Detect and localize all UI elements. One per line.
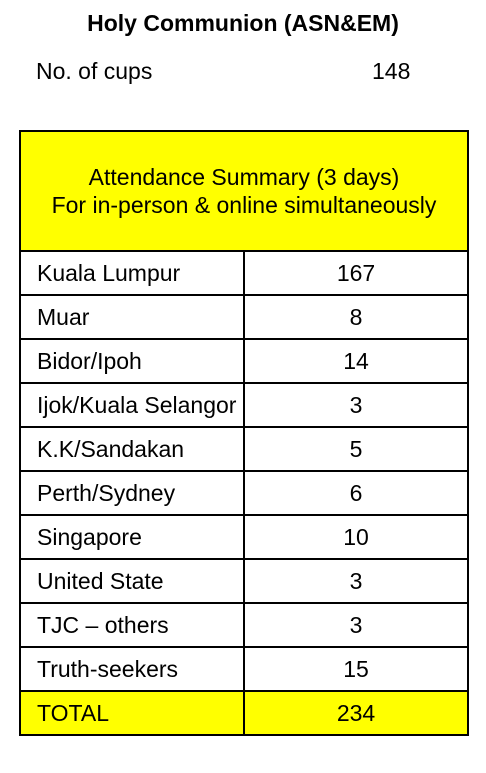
attendance-count: 167	[243, 250, 469, 296]
attendance-summary-table: Attendance Summary (3 days) For in-perso…	[19, 130, 469, 736]
location-name: Singapore	[19, 514, 245, 560]
table-row: Truth-seekers 15	[19, 646, 469, 692]
table-row: Muar 8	[19, 294, 469, 340]
location-name: Truth-seekers	[19, 646, 245, 692]
attendance-count: 15	[243, 646, 469, 692]
location-name: Muar	[19, 294, 245, 340]
attendance-count: 10	[243, 514, 469, 560]
table-heading-line-1: Attendance Summary (3 days)	[88, 164, 400, 190]
table-heading: Attendance Summary (3 days) For in-perso…	[19, 130, 469, 252]
total-row: TOTAL 234	[19, 690, 469, 736]
location-name: TJC – others	[19, 602, 245, 648]
total-value: 234	[243, 690, 469, 736]
cups-label: No. of cups	[36, 58, 153, 84]
location-name: Ijok/Kuala Selangor	[19, 382, 245, 428]
location-name: Bidor/Ipoh	[19, 338, 245, 384]
total-label: TOTAL	[19, 690, 245, 736]
attendance-count: 5	[243, 426, 469, 472]
page-title: Holy Communion (ASN&EM)	[87, 10, 399, 36]
table-row: TJC – others 3	[19, 602, 469, 648]
location-name: United State	[19, 558, 245, 604]
table-row: United State 3	[19, 558, 469, 604]
table-header-row: Attendance Summary (3 days) For in-perso…	[19, 130, 469, 252]
table-row: Bidor/Ipoh 14	[19, 338, 469, 384]
table-row: Singapore 10	[19, 514, 469, 560]
table-row: Kuala Lumpur 167	[19, 250, 469, 296]
attendance-count: 6	[243, 470, 469, 516]
location-name: K.K/Sandakan	[19, 426, 245, 472]
attendance-count: 3	[243, 602, 469, 648]
location-name: Perth/Sydney	[19, 470, 245, 516]
table-heading-line-2: For in-person & online simultaneously	[51, 192, 437, 218]
location-name: Kuala Lumpur	[19, 250, 245, 296]
cups-value: 148	[372, 58, 411, 84]
table-row: K.K/Sandakan 5	[19, 426, 469, 472]
attendance-count: 14	[243, 338, 469, 384]
table-row: Ijok/Kuala Selangor 3	[19, 382, 469, 428]
attendance-count: 3	[243, 558, 469, 604]
table-row: Perth/Sydney 6	[19, 470, 469, 516]
attendance-count: 8	[243, 294, 469, 340]
attendance-count: 3	[243, 382, 469, 428]
